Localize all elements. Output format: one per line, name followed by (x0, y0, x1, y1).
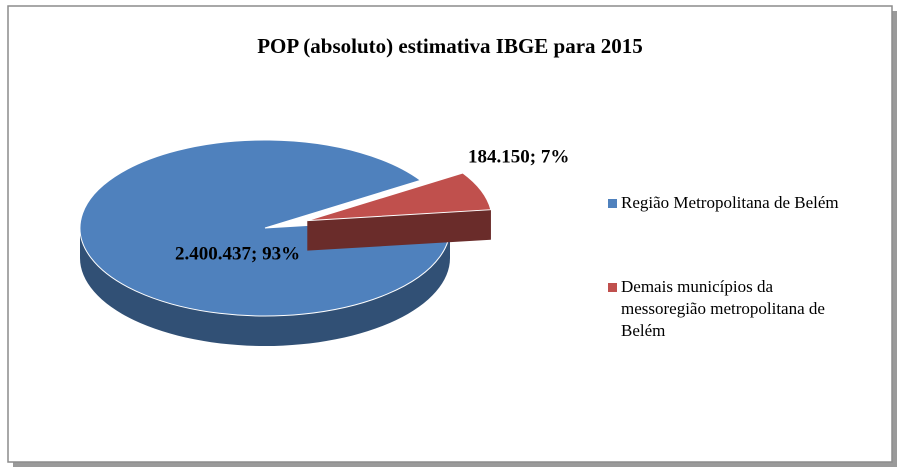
chart-title: POP (absoluto) estimativa IBGE para 2015 (257, 34, 643, 58)
data-label: 184.150; 7% (468, 146, 569, 167)
legend-label: Região Metropolitana de Belém (621, 193, 839, 212)
slice-side (307, 209, 491, 251)
legend-swatch (608, 283, 617, 292)
legend-label: Demais municípios da messoregião metropo… (621, 277, 825, 340)
legend-swatch (608, 199, 617, 208)
pie-slice (307, 172, 492, 251)
pie-slice (79, 139, 451, 346)
slice-top (79, 139, 451, 317)
data-label: 2.400.437; 93% (175, 243, 300, 264)
slice-side (80, 228, 450, 346)
slice-top (307, 172, 492, 222)
